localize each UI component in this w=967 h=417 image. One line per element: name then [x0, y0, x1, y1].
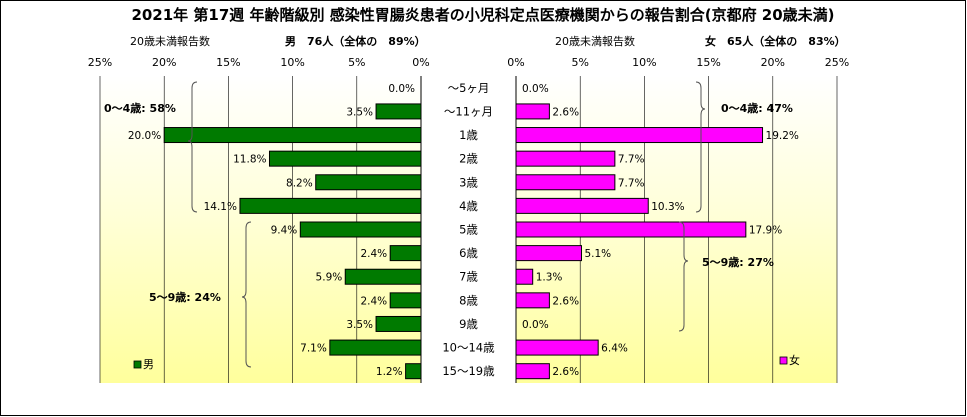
male-brace-5-9	[241, 221, 252, 368]
male-legend-label: 男	[143, 358, 154, 371]
male-subheader: 20歳未満報告数	[130, 35, 210, 48]
male-value-label: 2.4%	[360, 248, 387, 260]
male-bar	[163, 127, 422, 144]
female-bar	[515, 268, 534, 285]
female-bar	[515, 127, 764, 144]
female-bar	[515, 292, 550, 309]
female-group-label-5-9: 5～9歳: 27%	[702, 255, 774, 269]
male-bar	[315, 174, 422, 191]
male-bar	[405, 363, 422, 380]
female-legend-label: 女	[789, 353, 800, 367]
category-label: 10～14歳	[442, 341, 495, 355]
female-axis-ticks: 0% 5% 10% 15% 20% 25%	[507, 56, 849, 69]
female-bar	[515, 174, 616, 191]
male-tick-label: 25%	[88, 56, 112, 69]
female-legend-swatch	[779, 356, 788, 365]
female-value-label: 10.3%	[651, 201, 684, 213]
category-label: 2歳	[459, 152, 478, 166]
female-heading: 女 65人（全体の 83%）	[705, 34, 846, 48]
female-bar	[515, 197, 649, 214]
male-tick-label: 15%	[216, 56, 240, 69]
chart-title: 2021年 第17週 年齢階級別 感染性胃腸炎患者の小児科定点医療機関からの報告…	[131, 6, 834, 24]
male-value-label: 9.4%	[271, 225, 298, 237]
bars	[163, 103, 764, 380]
female-value-label: 2.6%	[552, 366, 579, 378]
value-labels: 0.0% 0.0% 3.5% 2.6% 20.0% 19.2% 11.8% 7.7% 8.2% 7…	[128, 83, 799, 378]
category-label: 8歳	[459, 293, 478, 307]
male-bar	[389, 292, 422, 309]
female-value-label: 1.3%	[536, 272, 563, 284]
female-value-label: 6.4%	[601, 343, 628, 355]
male-value-label: 3.5%	[346, 106, 373, 118]
category-label: 3歳	[459, 175, 478, 189]
female-tick-label: 5%	[571, 56, 588, 69]
female-value-label: 0.0%	[522, 319, 549, 331]
female-subheader: 20歳未満報告数	[555, 35, 635, 48]
category-label: ～5ヶ月	[448, 81, 490, 95]
male-value-label: 8.2%	[286, 177, 313, 189]
male-bar	[268, 150, 422, 167]
female-bar	[515, 245, 582, 262]
female-bar	[515, 363, 550, 380]
female-bar	[515, 103, 550, 120]
category-label: ～11ヶ月	[444, 104, 493, 118]
male-value-label: 0.0%	[388, 83, 415, 95]
female-value-label: 7.7%	[618, 154, 645, 166]
category-labels: ～5ヶ月 ～11ヶ月 1歳 2歳 3歳 4歳 5歳 6歳 7歳 8歳 9歳 10～14歳 15～19歳	[442, 81, 495, 378]
male-tick-label: 5%	[348, 56, 365, 69]
female-bar	[515, 221, 747, 238]
male-group-label-5-9: 5～9歳: 24%	[149, 290, 221, 304]
male-value-label: 3.5%	[346, 319, 373, 331]
male-tick-label: 20%	[152, 56, 176, 69]
female-value-label: 5.1%	[584, 248, 611, 260]
male-bar	[344, 268, 422, 285]
male-tick-label: 0%	[412, 56, 429, 69]
male-group-label-0-4: 0～4歳: 58%	[104, 101, 176, 115]
female-tick-label: 25%	[825, 56, 849, 69]
male-value-label: 1.2%	[376, 366, 403, 378]
category-label: 1歳	[459, 128, 478, 142]
male-value-label: 2.4%	[360, 295, 387, 307]
female-brace-0-4	[695, 81, 706, 213]
female-value-label: 17.9%	[749, 225, 782, 237]
female-tick-label: 15%	[696, 56, 720, 69]
male-heading: 男 76人（全体の 89%）	[285, 34, 426, 48]
male-bar	[375, 103, 422, 120]
male-brace-0-4	[187, 81, 198, 213]
female-value-label: 0.0%	[522, 83, 549, 95]
female-tick-label: 20%	[761, 56, 785, 69]
male-bar	[375, 315, 422, 332]
female-value-label: 2.6%	[552, 295, 579, 307]
male-bar	[299, 221, 422, 238]
category-label: 4歳	[459, 199, 478, 213]
female-value-label: 7.7%	[618, 177, 645, 189]
category-label: 6歳	[459, 246, 478, 260]
category-label: 15～19歳	[442, 364, 495, 378]
category-label: 5歳	[459, 223, 478, 237]
female-tick-label: 10%	[632, 56, 656, 69]
female-value-label: 19.2%	[766, 130, 799, 142]
male-axis-ticks: 25% 20% 15% 10% 5% 0%	[88, 56, 430, 69]
category-label: 9歳	[459, 317, 478, 331]
female-tick-label: 0%	[507, 56, 524, 69]
female-group-label-0-4: 0～4歳: 47%	[721, 101, 793, 115]
category-label: 7歳	[459, 270, 478, 284]
female-brace-5-9	[678, 221, 689, 332]
male-value-label: 7.1%	[300, 343, 327, 355]
female-value-label: 2.6%	[552, 106, 579, 118]
male-bar	[389, 245, 422, 262]
male-bar	[239, 197, 422, 214]
male-legend-swatch	[133, 360, 142, 369]
male-value-label: 14.1%	[204, 201, 237, 213]
female-bar	[515, 339, 599, 356]
male-value-label: 11.8%	[233, 154, 266, 166]
male-value-label: 20.0%	[128, 130, 161, 142]
male-bar	[329, 339, 422, 356]
female-bar	[515, 150, 616, 167]
male-tick-label: 10%	[280, 56, 304, 69]
male-value-label: 5.9%	[316, 272, 343, 284]
